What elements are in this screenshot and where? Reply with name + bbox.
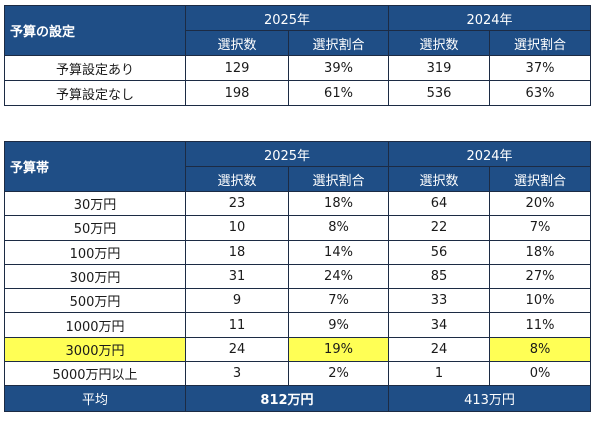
table-cell: 31	[185, 263, 289, 290]
row-label: 30万円	[4, 190, 186, 217]
average-value-2024: 413万円	[388, 385, 591, 413]
table-cell: 37%	[489, 55, 591, 81]
table-cell: 56	[388, 239, 490, 265]
row-label: 300万円	[4, 263, 186, 290]
table-row: 予算設定なし 198 61% 536 63%	[4, 80, 591, 106]
table-row: 100万円 18 14% 56 18%	[4, 239, 591, 265]
column-header: 選択数	[388, 166, 490, 192]
column-header: 選択数	[185, 166, 289, 192]
row-label: 予算設定なし	[4, 80, 186, 106]
average-row: 平均 812万円 413万円	[4, 385, 591, 413]
table-cell: 3	[185, 361, 289, 387]
row-label: 50万円	[4, 215, 186, 241]
column-header: 選択割合	[288, 166, 389, 192]
table-title: 予算の設定	[4, 5, 186, 56]
table-cell: 18%	[489, 239, 591, 265]
column-header: 選択割合	[288, 30, 389, 56]
table-cell: 11	[185, 312, 289, 338]
table-cell: 39%	[288, 55, 389, 81]
row-label: 500万円	[4, 288, 186, 314]
table-row: 1000万円 11 9% 34 11%	[4, 312, 591, 338]
table-cell: 536	[388, 80, 490, 106]
table-cell: 7%	[288, 288, 389, 314]
table-cell: 22	[388, 215, 490, 241]
table-cell: 8%	[288, 215, 389, 241]
table-cell: 18	[185, 239, 289, 265]
year-header-2024: 2024年	[388, 141, 591, 167]
table-row: 300万円 31 24% 85 27%	[4, 263, 591, 290]
table-row: 30万円 23 18% 64 20%	[4, 190, 591, 217]
year-header-2025: 2025年	[185, 141, 389, 167]
row-label: 予算設定あり	[4, 55, 186, 81]
row-label: 100万円	[4, 239, 186, 265]
table-row-highlighted: 3000万円 24 19% 24 8%	[4, 336, 591, 363]
row-label: 5000万円以上	[4, 361, 186, 387]
table-cell: 10	[185, 215, 289, 241]
table-cell: 63%	[489, 80, 591, 106]
table-cell: 14%	[288, 239, 389, 265]
table-cell: 61%	[288, 80, 389, 106]
table-cell: 33	[388, 288, 490, 314]
table-cell: 9%	[288, 312, 389, 338]
table-cell: 27%	[489, 263, 591, 290]
table-cell: 11%	[489, 312, 591, 338]
column-header: 選択数	[185, 30, 289, 56]
column-header: 選択数	[388, 30, 490, 56]
table-cell-highlighted: 19%	[288, 336, 389, 363]
table-cell: 129	[185, 55, 289, 81]
table-cell: 198	[185, 80, 289, 106]
table-cell: 1	[388, 361, 490, 387]
table-cell: 0%	[489, 361, 591, 387]
row-label: 1000万円	[4, 312, 186, 338]
table-cell: 18%	[288, 190, 389, 217]
year-header-2024: 2024年	[388, 5, 591, 31]
table-row: 500万円 9 7% 33 10%	[4, 288, 591, 314]
table-cell: 2%	[288, 361, 389, 387]
table-cell: 9	[185, 288, 289, 314]
table-row: 5000万円以上 3 2% 1 0%	[4, 361, 591, 387]
table-cell-highlighted: 8%	[489, 336, 591, 363]
table-cell: 20%	[489, 190, 591, 217]
table-cell: 10%	[489, 288, 591, 314]
column-header: 選択割合	[489, 166, 591, 192]
table-cell: 24	[388, 336, 490, 363]
table-cell: 85	[388, 263, 490, 290]
table-title: 予算帯	[4, 141, 186, 192]
row-label: 3000万円	[4, 336, 186, 363]
table-cell: 24	[185, 336, 289, 363]
table-cell: 24%	[288, 263, 389, 290]
budget-setting-table: 予算の設定 2025年 2024年 選択数 選択割合 選択数 選択割合 予算設定…	[4, 5, 591, 106]
table-cell: 23	[185, 190, 289, 217]
table-cell: 7%	[489, 215, 591, 241]
average-label: 平均	[4, 385, 186, 413]
table-row: 50万円 10 8% 22 7%	[4, 215, 591, 241]
average-value-2025: 812万円	[185, 385, 389, 413]
table-cell: 64	[388, 190, 490, 217]
year-header-2025: 2025年	[185, 5, 389, 31]
budget-range-table: 予算帯 2025年 2024年 選択数 選択割合 選択数 選択割合 30万円 2…	[4, 141, 591, 413]
table-cell: 34	[388, 312, 490, 338]
column-header: 選択割合	[489, 30, 591, 56]
table-cell: 319	[388, 55, 490, 81]
table-row: 予算設定あり 129 39% 319 37%	[4, 55, 591, 81]
